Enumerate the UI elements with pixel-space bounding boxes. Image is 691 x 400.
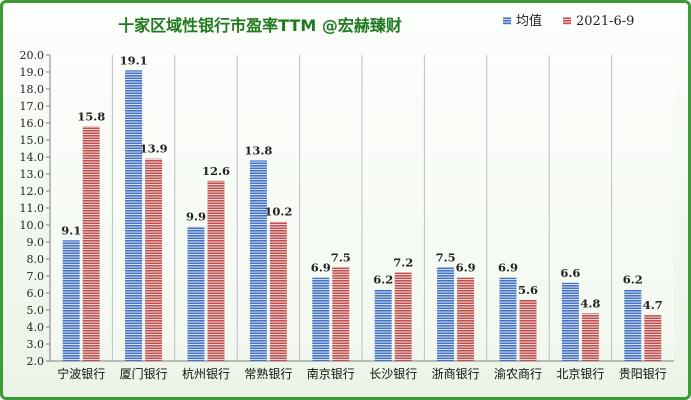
data-label: 6.6 bbox=[560, 266, 580, 280]
legend-label: 2021-6-9 bbox=[576, 14, 634, 29]
data-label: 4.8 bbox=[580, 296, 600, 310]
bar-current bbox=[520, 300, 537, 361]
bar-current bbox=[457, 278, 474, 361]
bar-current bbox=[644, 315, 661, 361]
category-label: 厦门银行 bbox=[120, 366, 168, 381]
bar-mean bbox=[562, 283, 579, 361]
category-label: 浙商银行 bbox=[432, 366, 480, 381]
data-label: 15.8 bbox=[77, 109, 105, 123]
data-label: 13.8 bbox=[244, 143, 272, 157]
data-label: 9.9 bbox=[186, 210, 206, 224]
data-label: 7.5 bbox=[436, 251, 456, 265]
data-label: 19.1 bbox=[120, 53, 148, 67]
legend-swatch bbox=[563, 17, 571, 25]
legend-label: 均值 bbox=[516, 13, 542, 29]
bar-mean bbox=[125, 70, 142, 361]
category-label: 常熟银行 bbox=[244, 366, 292, 381]
bar-mean bbox=[188, 227, 205, 361]
bar-mean bbox=[375, 290, 392, 361]
category-label: 宁波银行 bbox=[57, 366, 105, 381]
data-label: 9.1 bbox=[61, 223, 81, 237]
y-tick-label: 2.0 bbox=[27, 355, 45, 368]
bar-current bbox=[208, 181, 225, 361]
y-tick-label: 6.0 bbox=[27, 287, 45, 300]
y-tick-label: 4.0 bbox=[27, 321, 45, 334]
bar-current bbox=[270, 222, 287, 361]
data-label: 10.2 bbox=[264, 205, 292, 219]
data-label: 13.9 bbox=[140, 142, 168, 156]
y-tick-label: 9.0 bbox=[27, 236, 45, 249]
y-tick-label: 7.0 bbox=[27, 270, 45, 283]
y-tick-label: 11.0 bbox=[20, 202, 45, 215]
y-tick-label: 15.0 bbox=[20, 134, 45, 147]
data-label: 4.7 bbox=[643, 298, 663, 312]
legend-swatch bbox=[503, 17, 511, 25]
bar-mean bbox=[312, 278, 329, 361]
bar-mean bbox=[250, 160, 267, 361]
y-tick-label: 8.0 bbox=[27, 253, 45, 266]
data-label: 6.9 bbox=[456, 261, 476, 275]
data-label: 6.2 bbox=[623, 273, 643, 287]
category-label: 长沙银行 bbox=[369, 367, 417, 381]
bar-mean bbox=[437, 268, 454, 362]
bar-mean bbox=[500, 278, 517, 361]
y-tick-label: 14.0 bbox=[20, 151, 45, 164]
data-label: 5.6 bbox=[518, 283, 538, 297]
y-tick-label: 16.0 bbox=[20, 117, 45, 130]
y-tick-label: 18.0 bbox=[20, 83, 45, 96]
y-tick-label: 19.0 bbox=[20, 66, 45, 79]
bar-current bbox=[83, 126, 100, 361]
y-tick-label: 3.0 bbox=[27, 338, 45, 351]
data-label: 6.2 bbox=[373, 273, 393, 287]
category-label: 渝农商行 bbox=[494, 366, 542, 381]
data-label: 7.2 bbox=[393, 256, 413, 270]
bar-mean bbox=[624, 290, 641, 361]
bar-mean bbox=[63, 240, 80, 361]
data-label: 6.9 bbox=[311, 261, 331, 275]
y-tick-label: 5.0 bbox=[27, 304, 45, 317]
data-label: 6.9 bbox=[498, 261, 518, 275]
bar-current bbox=[332, 268, 349, 362]
y-tick-label: 10.0 bbox=[20, 219, 45, 232]
y-tick-label: 12.0 bbox=[20, 185, 45, 198]
category-label: 贵阳银行 bbox=[619, 367, 667, 381]
category-label: 杭州银行 bbox=[182, 366, 230, 381]
data-label: 7.5 bbox=[331, 251, 351, 265]
bar-current bbox=[145, 159, 162, 361]
bar-current bbox=[582, 313, 599, 361]
y-tick-label: 13.0 bbox=[20, 168, 45, 181]
data-label: 12.6 bbox=[202, 164, 230, 178]
y-tick-label: 17.0 bbox=[20, 100, 45, 113]
category-label: 南京银行 bbox=[307, 366, 355, 381]
bar-current bbox=[395, 273, 412, 361]
y-tick-label: 20.0 bbox=[20, 49, 45, 62]
category-label: 北京银行 bbox=[556, 367, 604, 381]
